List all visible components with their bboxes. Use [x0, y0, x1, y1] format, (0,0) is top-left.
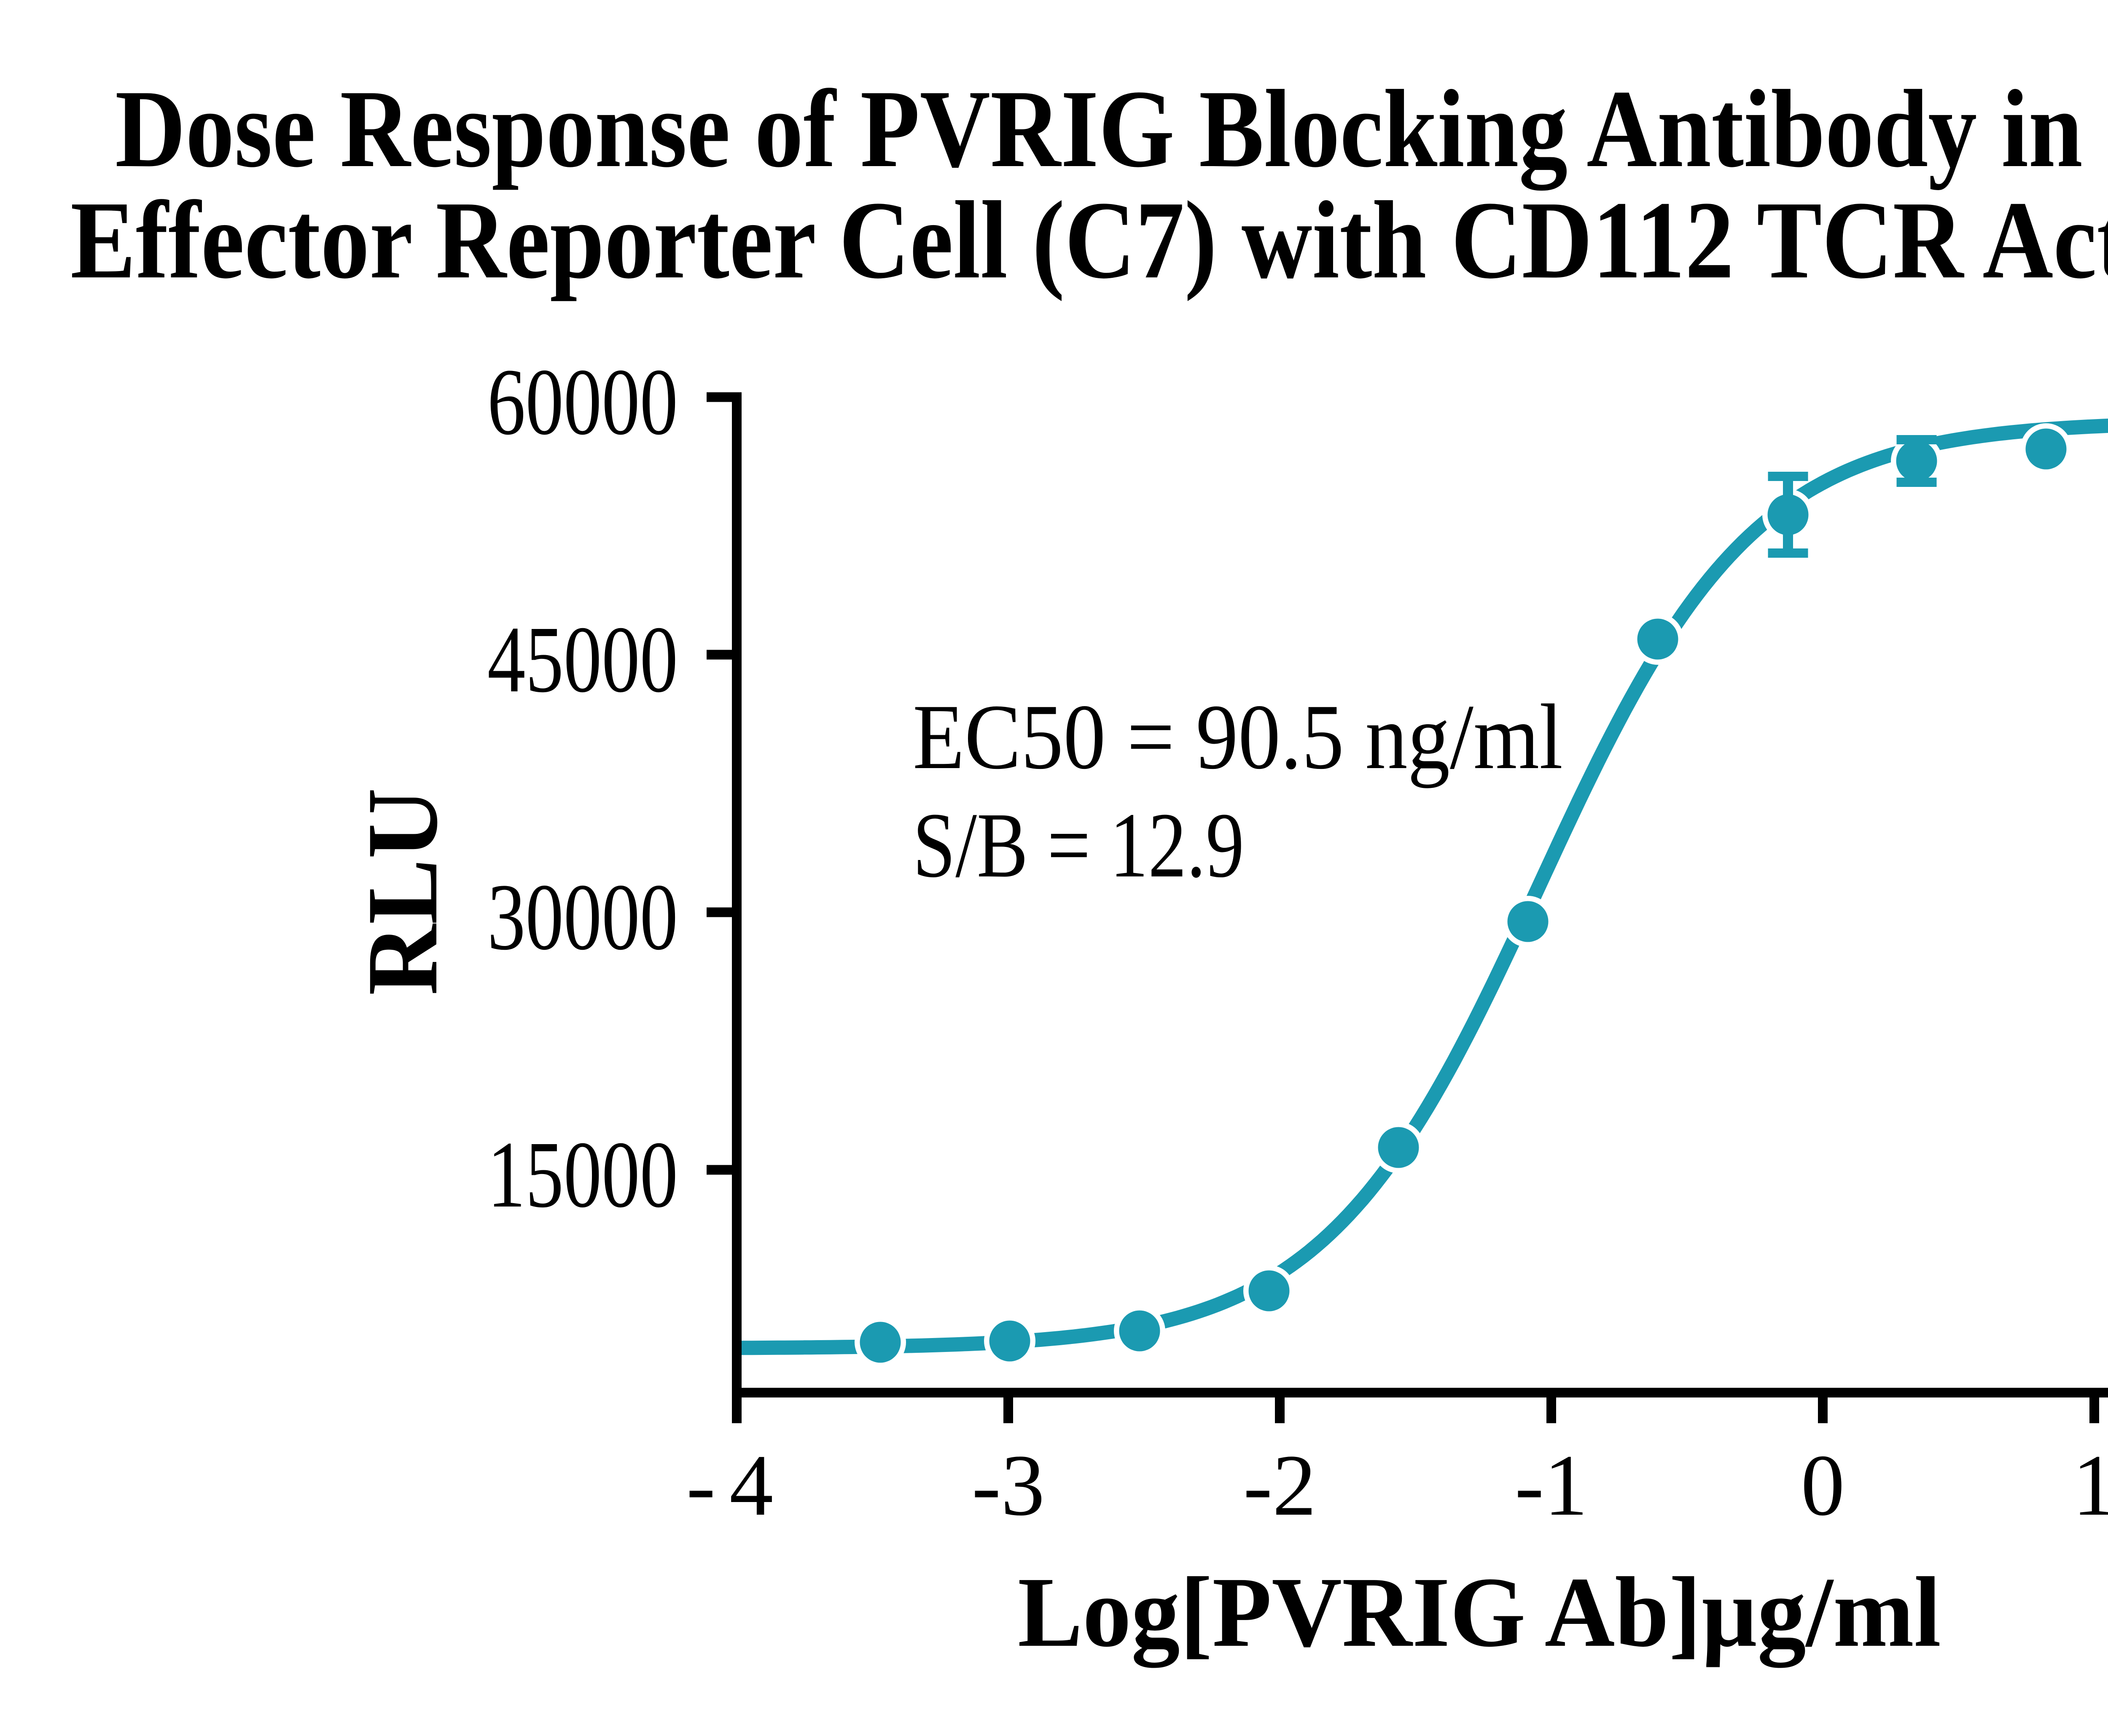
svg-text:30000: 30000 [487, 864, 678, 970]
svg-text:EC50 = 90.5 ng/ml: EC50 = 90.5 ng/ml [913, 685, 1563, 788]
svg-text:-2: -2 [1243, 1437, 1316, 1534]
svg-text:0: 0 [1801, 1437, 1845, 1534]
svg-text:-4: -4 [686, 1437, 773, 1534]
svg-text:Effector Reporter Cell (C7) wi: Effector Reporter Cell (C7) with CD112 T… [70, 179, 2108, 302]
svg-text:RLU: RLU [346, 788, 458, 995]
svg-text:-1: -1 [1515, 1437, 1588, 1534]
svg-text:45000: 45000 [487, 607, 678, 712]
svg-text:60000: 60000 [487, 349, 678, 454]
svg-text:S/B = 12.9: S/B = 12.9 [913, 793, 1244, 897]
svg-text:-3: -3 [972, 1437, 1045, 1534]
svg-text:15000: 15000 [487, 1122, 678, 1227]
svg-text:1: 1 [2073, 1437, 2108, 1534]
svg-text:Dose Response of PVRIG Blockin: Dose Response of PVRIG Blocking Antibody… [115, 67, 2108, 192]
svg-text:Log[PVRIG Ab]µg/ml: Log[PVRIG Ab]µg/ml [1018, 1557, 1941, 1668]
